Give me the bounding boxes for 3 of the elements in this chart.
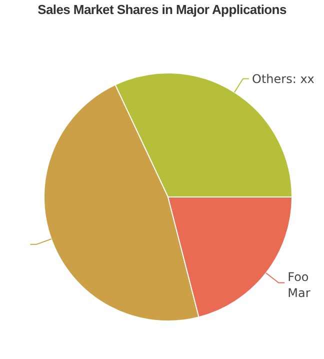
slice-label: Others: xx (252, 72, 314, 86)
chart-title: Sales Market Shares in Major Applications (36, 2, 288, 17)
slice-label: Foo Mar (288, 270, 310, 300)
